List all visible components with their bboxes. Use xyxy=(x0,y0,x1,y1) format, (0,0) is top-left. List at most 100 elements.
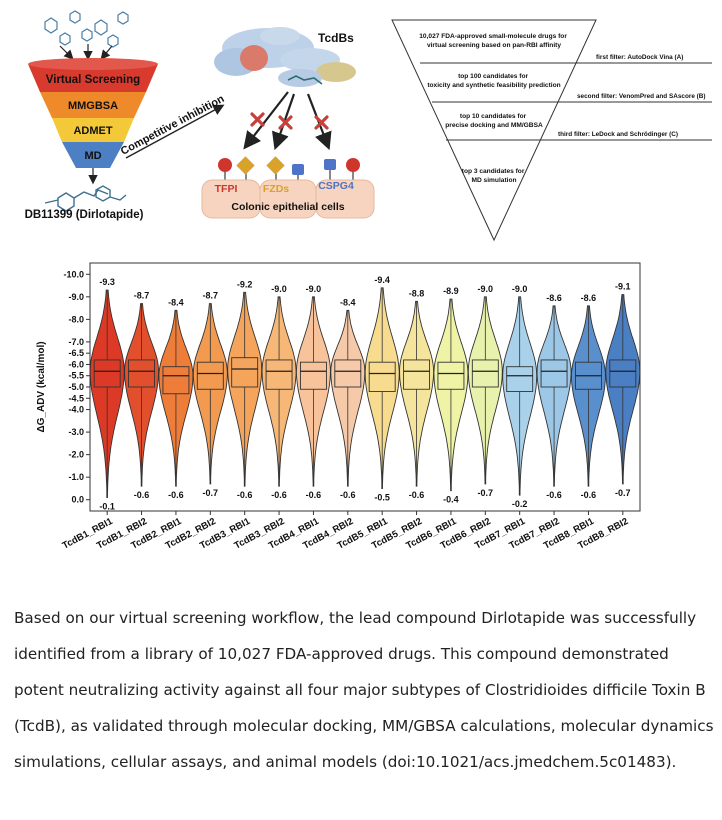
violin-max-label: -0.7 xyxy=(478,488,494,498)
receptor-fzds-icon xyxy=(236,156,304,182)
violin-max-label: -0.6 xyxy=(237,490,253,500)
screening-funnel: Virtual Screening MMGBSA ADMET MD xyxy=(28,58,158,168)
violin-TcdB4_RBI2: -8.4 -0.6 xyxy=(330,297,366,500)
violin-min-label: -8.6 xyxy=(581,293,597,303)
y-tick-label: -6.5 xyxy=(68,348,84,358)
violin-TcdB3_RBI1: -9.2 -0.6 xyxy=(227,279,263,500)
violin-min-label: -8.4 xyxy=(340,297,356,307)
funnel-step-virtual-screening xyxy=(28,64,158,92)
y-tick-label: 0.0 xyxy=(71,495,84,505)
violin-TcdB2_RBI1: -8.4 -0.6 xyxy=(158,297,194,500)
violin-min-label: -8.9 xyxy=(443,286,459,296)
panel-c-violin-chart: ΔG_ADV (kcal/mol) -10.0-9.0-8.0-7.0-6.5-… xyxy=(36,262,641,552)
y-tick-label: -5.5 xyxy=(68,371,84,381)
funnel-label-mmgbsa: MMGBSA xyxy=(68,100,118,112)
x-axis-ticks: TcdB1_RBI1TcdB1_RBI2TcdB2_RBI1TcdB2_RBI2… xyxy=(61,511,630,552)
violin-iqr-box xyxy=(471,359,499,388)
violin-iqr-box xyxy=(609,359,637,388)
violin-iqr-box xyxy=(368,361,396,392)
receptor-cspg4-icon xyxy=(324,158,360,182)
violin-TcdB7_RBI2: -8.6 -0.6 xyxy=(536,293,572,500)
y-tick-label: -7.0 xyxy=(68,337,84,347)
y-tick-label: -6.0 xyxy=(68,359,84,369)
violin-TcdB1_RBI2: -8.7 -0.6 xyxy=(124,291,160,500)
y-tick-label: -8.0 xyxy=(68,314,84,324)
violin-max-label: -0.6 xyxy=(134,490,150,500)
violin-max-label: -0.1 xyxy=(99,501,115,511)
filter-2-label: second filter: VenomPred and SAscore (B) xyxy=(577,93,706,100)
violin-max-label: -0.5 xyxy=(374,492,390,502)
violin-min-label: -9.3 xyxy=(99,277,115,287)
violin-min-label: -8.7 xyxy=(203,291,219,301)
level-2-text: top 100 candidates for toxicity and synt… xyxy=(427,73,560,89)
violin-TcdB7_RBI1: -9.0 -0.2 xyxy=(502,284,538,509)
y-tick-label: -2.0 xyxy=(68,450,84,460)
y-axis-title: ΔG_ADV (kcal/mol) xyxy=(36,341,47,432)
dirlotapide-molecule-icon xyxy=(44,185,127,212)
panel-b-screening-triangle: 10,027 FDA-approved small-molecule drugs… xyxy=(391,19,712,242)
level-1-text: 10,027 FDA-approved small-molecule drugs… xyxy=(419,33,569,49)
violin-TcdB4_RBI1: -9.0 -0.6 xyxy=(295,284,331,500)
violin-iqr-box xyxy=(299,361,327,390)
panel-a-workflow: Virtual Screening MMGBSA ADMET MD DB1139… xyxy=(25,10,375,221)
violin-TcdB2_RBI2: -8.7 -0.7 xyxy=(192,291,228,498)
cell-label: Colonic epithelial cells xyxy=(231,201,344,213)
violin-min-label: -9.0 xyxy=(512,284,528,294)
violin-iqr-box xyxy=(196,361,224,390)
violin-max-label: -0.2 xyxy=(512,499,528,509)
violin-iqr-box xyxy=(128,359,156,388)
violin-iqr-box xyxy=(231,357,259,388)
violin-min-label: -9.0 xyxy=(478,284,494,294)
violin-TcdB5_RBI1: -9.4 -0.5 xyxy=(364,275,400,502)
violin-min-label: -8.6 xyxy=(546,293,562,303)
violin-iqr-box xyxy=(93,359,121,388)
violin-TcdB6_RBI1: -8.9 -0.4 xyxy=(433,286,469,505)
funnel-label-admet: ADMET xyxy=(73,125,112,137)
violin-iqr-box xyxy=(403,359,431,390)
violin-min-label: -8.4 xyxy=(168,297,184,307)
violin-min-label: -9.2 xyxy=(237,279,253,289)
violin-min-label: -9.1 xyxy=(615,282,631,292)
violin-TcdB3_RBI2: -9.0 -0.6 xyxy=(261,284,297,500)
violin-iqr-box xyxy=(162,366,190,395)
violin-iqr-box xyxy=(265,359,293,390)
violin-max-label: -0.6 xyxy=(546,490,562,500)
y-tick-label: -1.0 xyxy=(68,472,84,482)
y-tick-label: -9.0 xyxy=(68,292,84,302)
violin-max-label: -0.7 xyxy=(203,488,219,498)
violin-max-label: -0.6 xyxy=(271,490,287,500)
violin-min-label: -9.0 xyxy=(306,284,322,294)
violin-max-label: -0.7 xyxy=(615,488,631,498)
figure: Virtual Screening MMGBSA ADMET MD DB1139… xyxy=(25,10,712,552)
violin-max-label: -0.4 xyxy=(443,495,459,505)
violin-TcdB8_RBI1: -8.6 -0.6 xyxy=(570,293,606,500)
y-tick-label: -5.0 xyxy=(68,382,84,392)
violin-TcdB8_RBI2: -9.1 -0.7 xyxy=(605,282,641,498)
violin-max-label: -0.6 xyxy=(581,490,597,500)
violin-min-label: -9.0 xyxy=(271,284,287,294)
funnel-step-admet xyxy=(52,118,134,142)
molecule-library-icon xyxy=(44,10,129,48)
violin-max-label: -0.6 xyxy=(306,490,322,500)
funnel-step-mmgbsa xyxy=(40,92,146,118)
receptor-tfpi-icon xyxy=(218,158,232,182)
y-tick-label: -10.0 xyxy=(63,269,84,279)
protein-label: TcdBs xyxy=(318,31,354,45)
violin-TcdB1_RBI1: -9.3 -0.1 xyxy=(89,277,125,511)
funnel-label-md: MD xyxy=(84,150,101,162)
receptor-label-fzds: FZDs xyxy=(263,183,289,195)
y-axis-ticks: -10.0 -9.0 -8.0 -7.0-6.5-6.0 -5.5-5.0-4.5 -4.… xyxy=(63,269,90,505)
violin-min-label: -8.8 xyxy=(409,288,425,298)
violin-iqr-box xyxy=(334,359,362,388)
compound-label: DB11399 (Dirlotapide) xyxy=(25,209,144,221)
violin-max-label: -0.6 xyxy=(168,490,184,500)
violin-TcdB5_RBI2: -8.8 -0.6 xyxy=(399,288,435,500)
block-x-icons xyxy=(250,112,329,130)
funnel-label-virtual-screening: Virtual Screening xyxy=(46,74,140,86)
violin-min-label: -8.7 xyxy=(134,291,150,301)
y-tick-label: -4.5 xyxy=(68,393,84,403)
caption-text: Based on our virtual screening workflow,… xyxy=(14,609,714,771)
violin-iqr-box xyxy=(506,366,534,392)
violins: -9.3 -0.1 -8.7 -0.6 -8.4 -0.6 -8.7 -0.7 -9.2 -0.6… xyxy=(89,275,641,511)
level-3-text: top 10 candidates for precise docking an… xyxy=(445,113,543,129)
